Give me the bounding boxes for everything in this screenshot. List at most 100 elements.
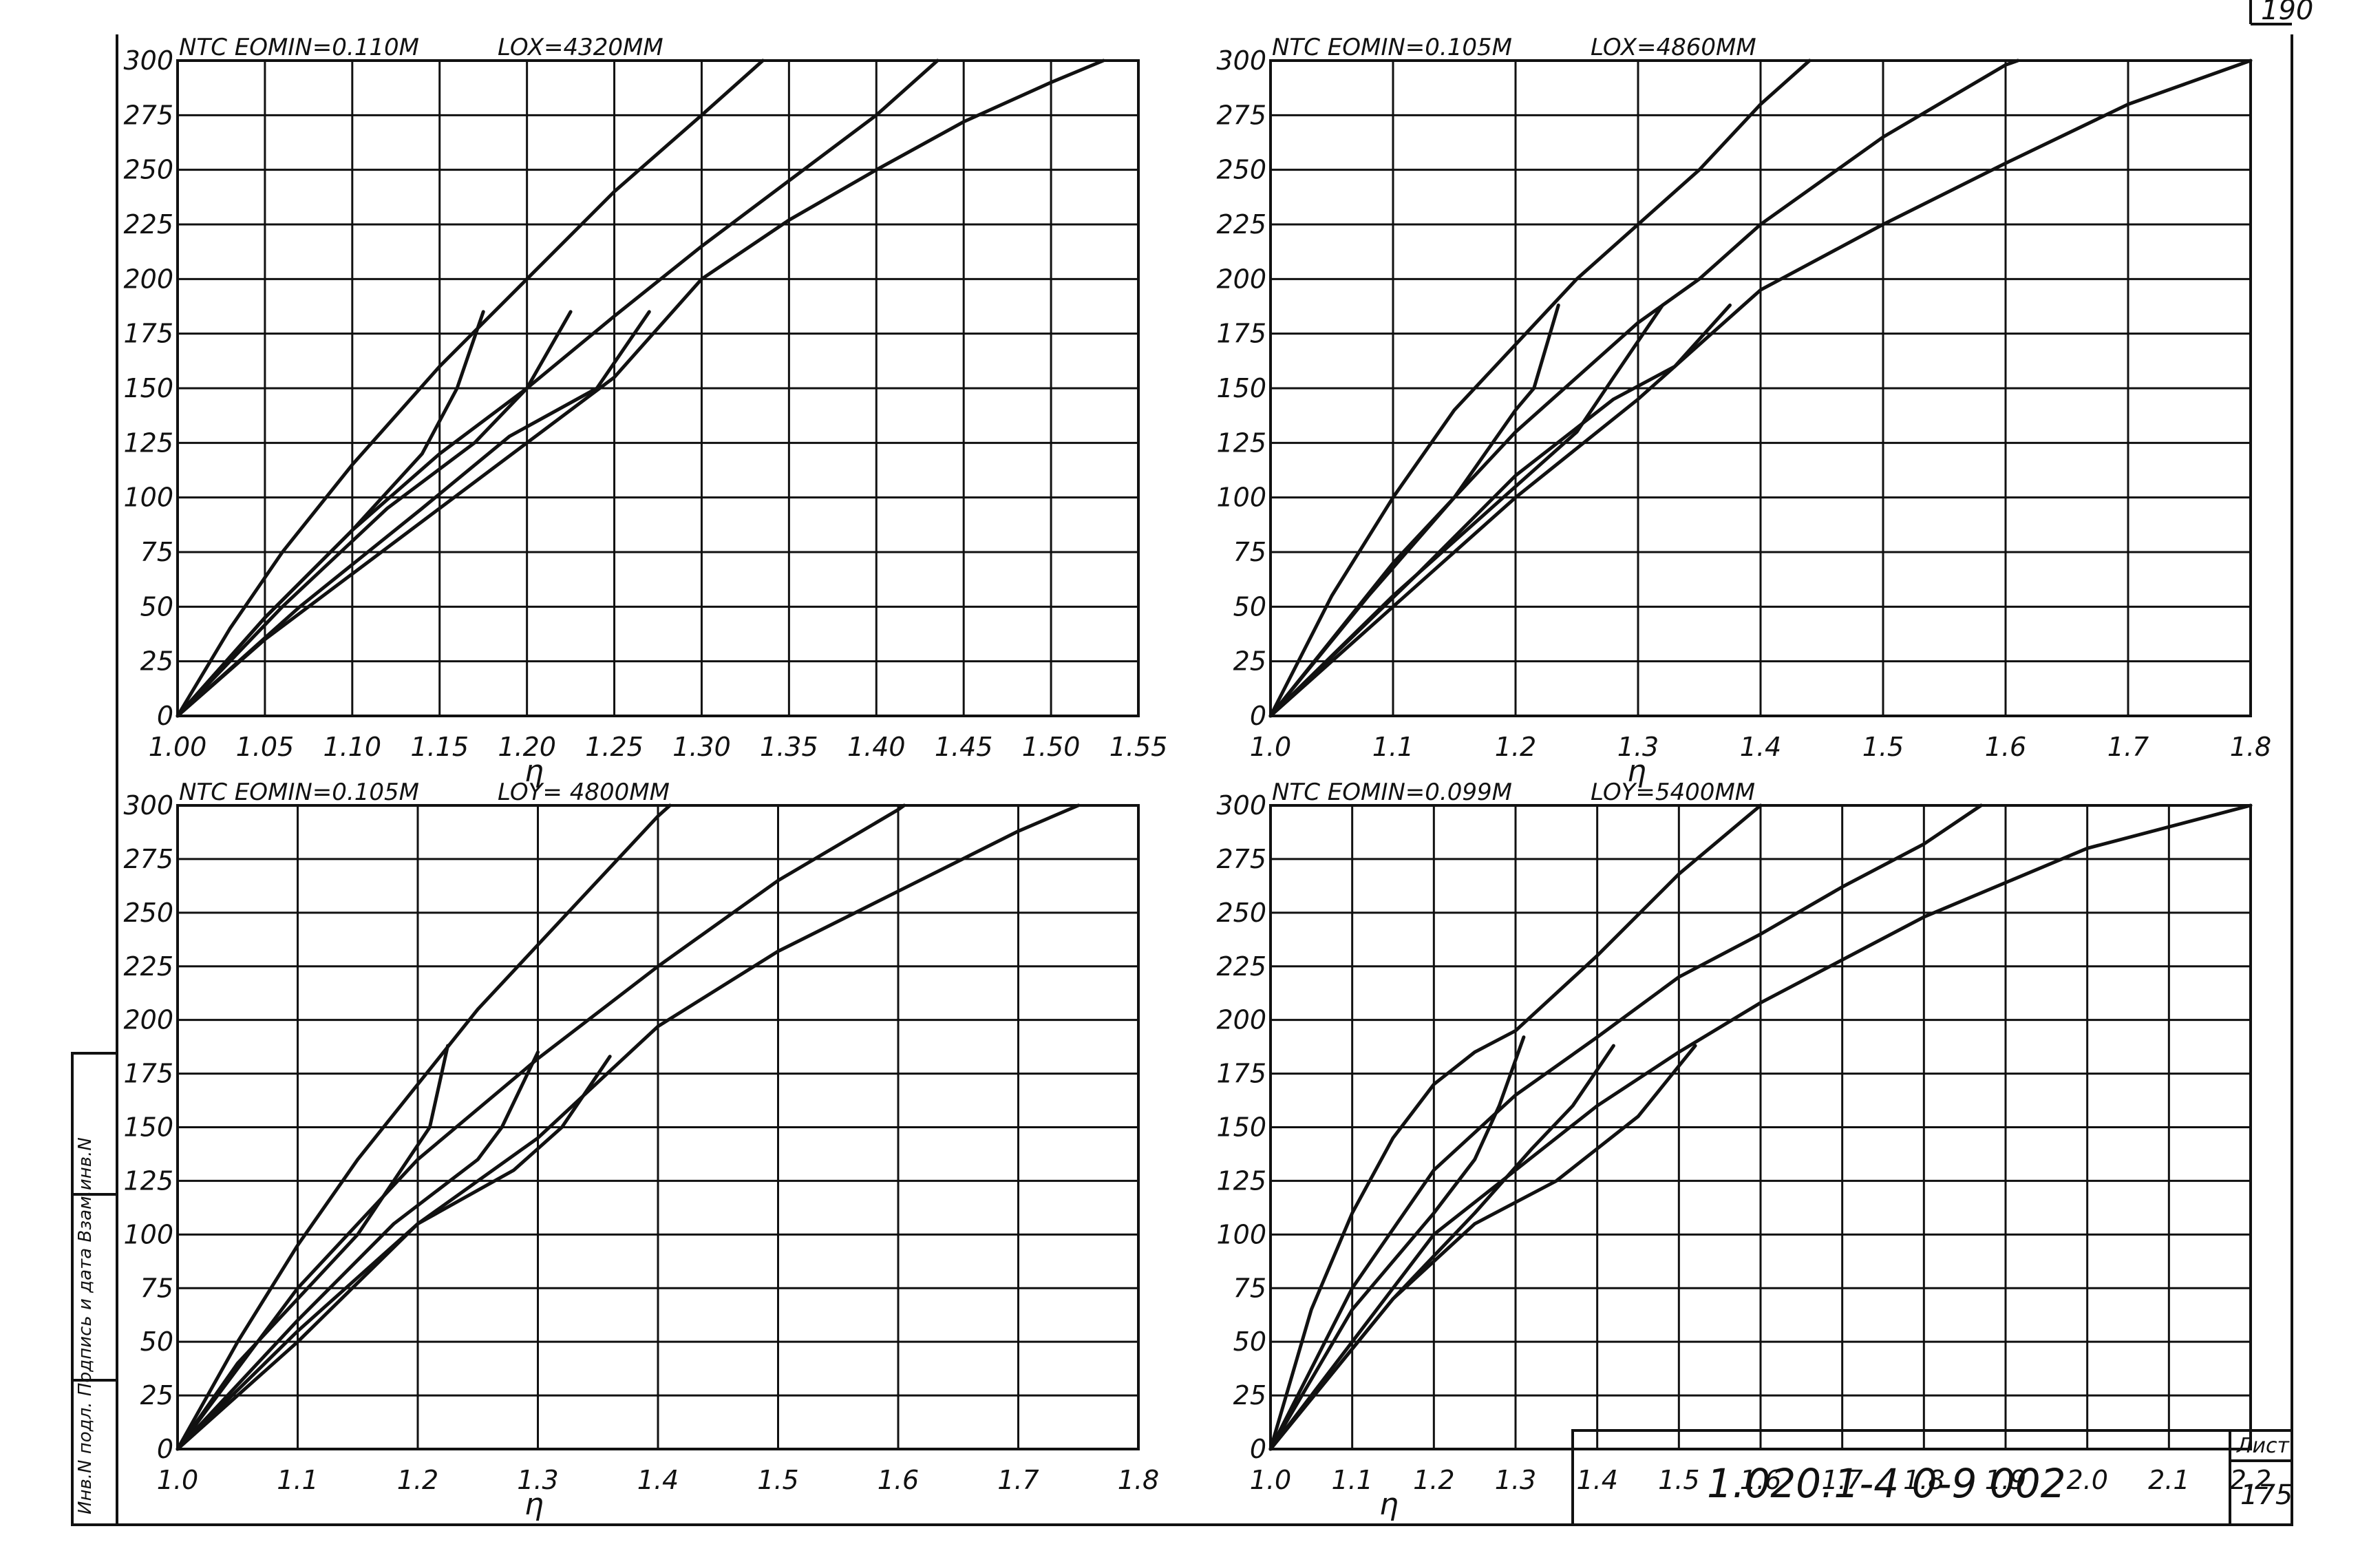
x-tick-label: 1.4: [1740, 732, 1781, 762]
x-tick-label: 2.1: [2148, 1465, 2189, 1495]
series-curve-3: [176, 803, 1081, 1451]
series-curve-4: [176, 1044, 450, 1451]
x-tick-label: 1.5: [1862, 732, 1904, 762]
x-tick-label: 1.8: [2230, 732, 2271, 762]
y-tick-label: 225: [123, 951, 173, 982]
series-curve-6: [1268, 303, 1732, 718]
sheet-number: 175: [2240, 1479, 2293, 1511]
y-tick-label: 25: [1233, 646, 1266, 677]
series-curve-6: [176, 310, 651, 718]
x-tick-label: 1.25: [585, 732, 644, 762]
header-left: NTC EOMIN=0.105M: [179, 779, 419, 806]
x-tick-label: 1.2: [397, 1465, 438, 1495]
x-tick-label: 1.8: [1903, 1465, 1944, 1495]
x-axis-label: η: [1379, 1487, 1399, 1522]
y-tick-label: 75: [1233, 1273, 1266, 1303]
chart-top-left: 1.00 1.05 1.10 1.15 1.20 1.25 1.30 1.35 1.40 1.45…: [123, 34, 1167, 789]
grid: [1269, 59, 2252, 717]
x-tick-label: 1.05: [236, 732, 295, 762]
x-tick-label: 1.7: [1821, 1465, 1862, 1495]
header-left: NTC EOMIN=0.110M: [179, 34, 419, 61]
series-curve-3: [1268, 803, 2253, 1451]
x-tick-label: 1.6: [1985, 732, 2026, 762]
series-curve-5: [176, 310, 573, 718]
y-tick-label: 200: [1216, 264, 1266, 294]
x-tick-label: 1.2: [1413, 1465, 1454, 1495]
y-tick-label: 50: [140, 1327, 173, 1357]
corner-number: 190: [2261, 0, 2313, 26]
y-tick-label: 0: [157, 1434, 173, 1464]
y-tick-label: 175: [123, 1059, 173, 1089]
document-code: 1.020.1-4 0-9 002: [1707, 1460, 2066, 1507]
x-tick-label: 1.40: [847, 732, 906, 762]
x-tick-label: 1.3: [517, 1465, 558, 1495]
y-tick-label: 0: [157, 701, 173, 731]
header-right: LOX=4860MM: [1591, 34, 1756, 61]
y-tick-label: 100: [123, 483, 173, 513]
series-curve-4: [176, 310, 485, 718]
y-tick-label: 300: [1216, 45, 1266, 76]
series-curve-6: [176, 1055, 612, 1451]
side-stamp-text: Инв.N подл. Подпись и дата Взам.инв.N: [75, 1137, 96, 1514]
header-right: LOY= 4800MM: [498, 779, 670, 806]
x-tick-label: 1.20: [498, 732, 556, 762]
x-tick-label: 1.6: [878, 1465, 919, 1495]
y-tick-label: 100: [1216, 483, 1266, 513]
series-curve-3: [176, 59, 1105, 718]
x-tick-label: 1.50: [1022, 732, 1081, 762]
series-curve-6: [1268, 1044, 1697, 1451]
plot-frame: [176, 804, 1140, 1450]
chart-bottom-right: 1.0 1.1 1.2 1.3 1.4 1.5 1.6 1.7 1.8 1.9 2.0 2.1 2.2 0…: [1216, 779, 2271, 1522]
series-curve-2: [176, 803, 906, 1451]
grid: [1269, 804, 2252, 1450]
y-tick-label: 175: [1216, 319, 1266, 349]
x-tick-label: 1.35: [760, 732, 818, 762]
y-tick-label: 25: [1233, 1380, 1266, 1411]
y-tick-label: 275: [123, 844, 173, 874]
series-curve-5: [176, 1050, 540, 1451]
header-right: LOY=5400MM: [1591, 779, 1755, 806]
y-tick-label: 150: [123, 373, 173, 403]
x-tick-label: 1.4: [1576, 1465, 1617, 1495]
x-tick-label: 1.4: [637, 1465, 679, 1495]
x-tick-label: 1.0: [1250, 732, 1291, 762]
y-tick-label: 200: [123, 1005, 173, 1035]
y-tick-label: 225: [1216, 209, 1266, 240]
y-tick-label: 50: [140, 591, 173, 622]
y-tick-label: 100: [123, 1219, 173, 1249]
sheet-label: Лист: [2236, 1434, 2291, 1458]
y-tick-label: 300: [1216, 790, 1266, 821]
x-tick-label: 1.3: [1617, 732, 1659, 762]
title-block-frame: [1571, 1429, 2293, 1526]
y-tick-label: 50: [1233, 1327, 1266, 1357]
y-tick-label: 300: [123, 45, 173, 76]
header-left: NTC EOMIN=0.105M: [1272, 34, 1512, 61]
y-tick-label: 225: [123, 209, 173, 240]
header-left: NTC EOMIN=0.099M: [1272, 779, 1512, 806]
y-tick-label: 250: [123, 155, 173, 185]
series-curve-1: [1268, 59, 1811, 718]
y-tick-label: 200: [1216, 1005, 1266, 1035]
x-tick-label: 1.9: [1985, 1465, 2026, 1495]
x-tick-label: 1.6: [1740, 1465, 1781, 1495]
y-tick-label: 150: [1216, 1112, 1266, 1143]
series-curve-1: [1268, 803, 1763, 1451]
x-tick-label: 2.2: [2230, 1465, 2271, 1495]
series-curve-5: [1268, 303, 1665, 718]
y-tick-label: 100: [1216, 1219, 1266, 1249]
series-curve-4: [1268, 303, 1560, 718]
x-tick-label: 1.3: [1495, 1465, 1536, 1495]
x-tick-label: 2.0: [2066, 1465, 2107, 1495]
chart-bottom-left: 1.0 1.1 1.2 1.3 1.4 1.5 1.6 1.7 1.8 0 25 50 75 100 125…: [123, 779, 1159, 1522]
y-tick-label: 25: [140, 646, 173, 677]
series-curve-3: [1268, 59, 2253, 718]
x-tick-label: 1.10: [323, 732, 382, 762]
y-tick-label: 250: [123, 898, 173, 928]
y-tick-label: 150: [1216, 373, 1266, 403]
y-tick-label: 300: [123, 790, 173, 821]
series-curve-4: [1268, 1035, 1526, 1451]
x-tick-label: 1.7: [2107, 732, 2149, 762]
plot-frame: [176, 59, 1140, 717]
x-tick-label: 1.0: [157, 1465, 198, 1495]
